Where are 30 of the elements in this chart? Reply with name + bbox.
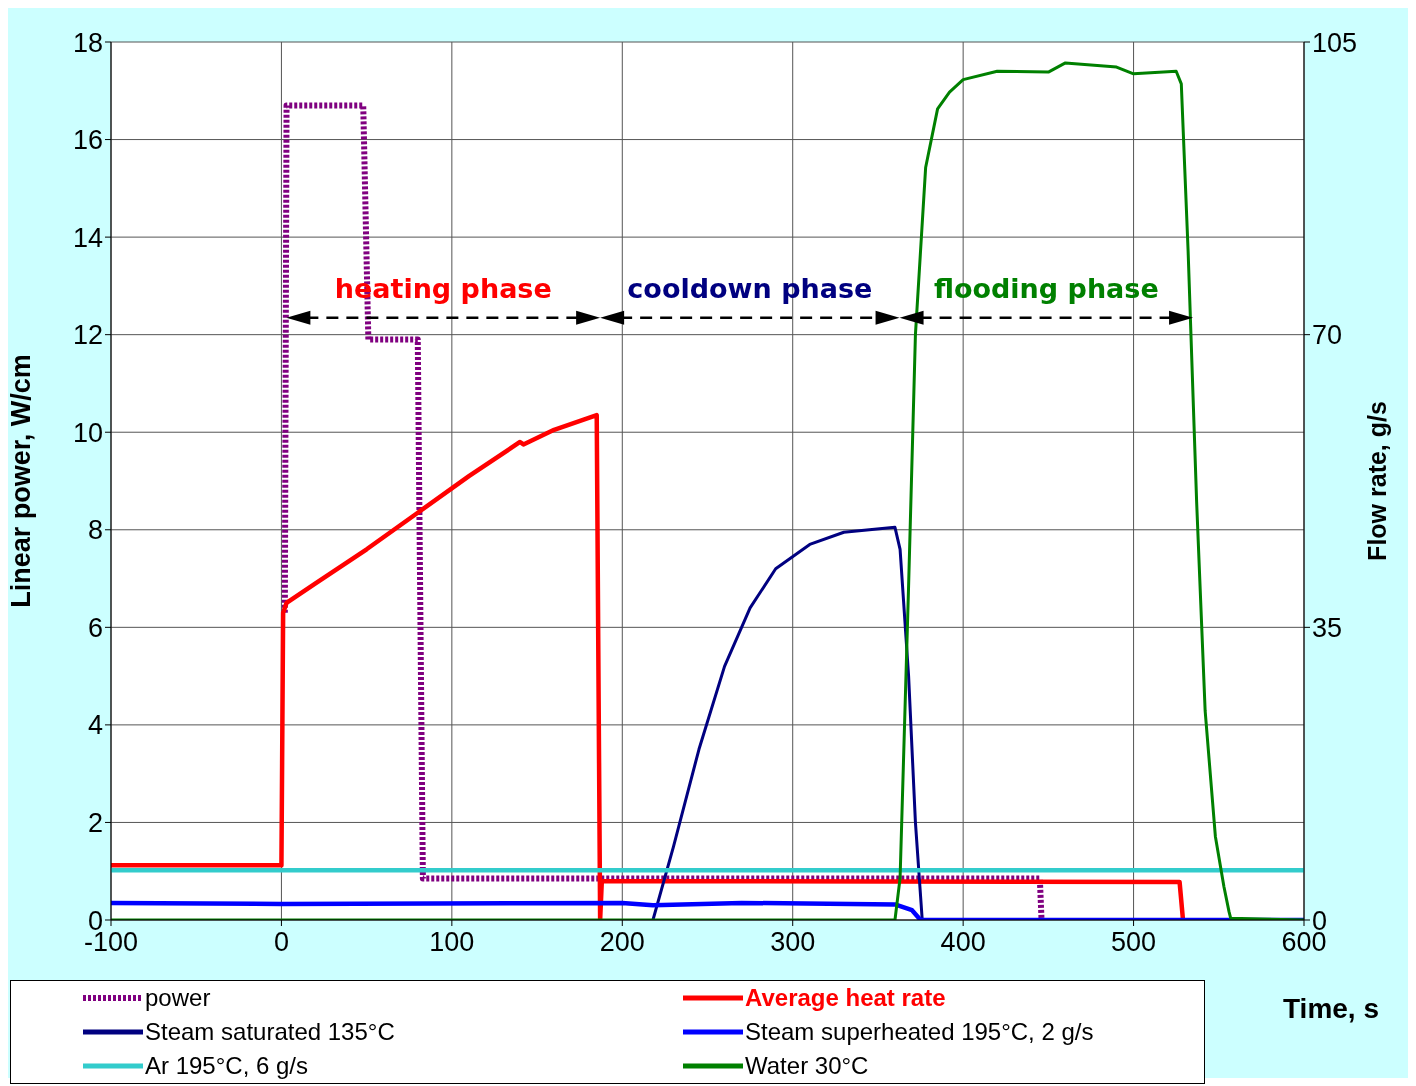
y-tick-label: 12 (72, 320, 103, 351)
y2-tick-label: 70 (1312, 320, 1343, 351)
y2-tick-label: 105 (1312, 27, 1358, 58)
y-tick-label: 6 (87, 612, 103, 643)
y-tick-label: 8 (87, 515, 103, 546)
line-series (111, 412, 1186, 920)
y-tick-label: 2 (87, 808, 103, 839)
y-tick-label: 14 (72, 222, 103, 253)
x-tick-label: 100 (429, 927, 475, 958)
y-tick-label: 10 (72, 417, 103, 448)
x-tick-label: 0 (273, 927, 289, 958)
y-tick-label: 18 (72, 27, 103, 58)
y-tick-label: 16 (72, 125, 103, 156)
x-axis-title: Time, s (1283, 993, 1379, 1025)
y-axis-title: Linear power, W/cm (5, 354, 36, 608)
legend-label: Steam saturated 135°C (145, 1018, 395, 1046)
legend-label: Average heat rate (745, 984, 946, 1012)
legend-label: Water 30°C (745, 1052, 869, 1080)
y2-axis-title: Flow rate, g/s (1363, 401, 1391, 561)
x-tick-label: 200 (599, 927, 645, 958)
legend-label: power (145, 984, 211, 1012)
x-tick-label: 500 (1111, 927, 1157, 958)
annotation: cooldown phase (627, 272, 873, 304)
x-tick-label: 400 (940, 927, 986, 958)
y2-tick-label: 35 (1312, 612, 1343, 643)
y-tick-label: 4 (87, 710, 103, 741)
legend-label: Steam superheated 195°C, 2 g/s (745, 1018, 1094, 1046)
x-tick-label: 300 (770, 927, 816, 958)
legend-label: Ar 195°C, 6 g/s (145, 1052, 309, 1080)
annotation: heating phase (334, 272, 552, 304)
